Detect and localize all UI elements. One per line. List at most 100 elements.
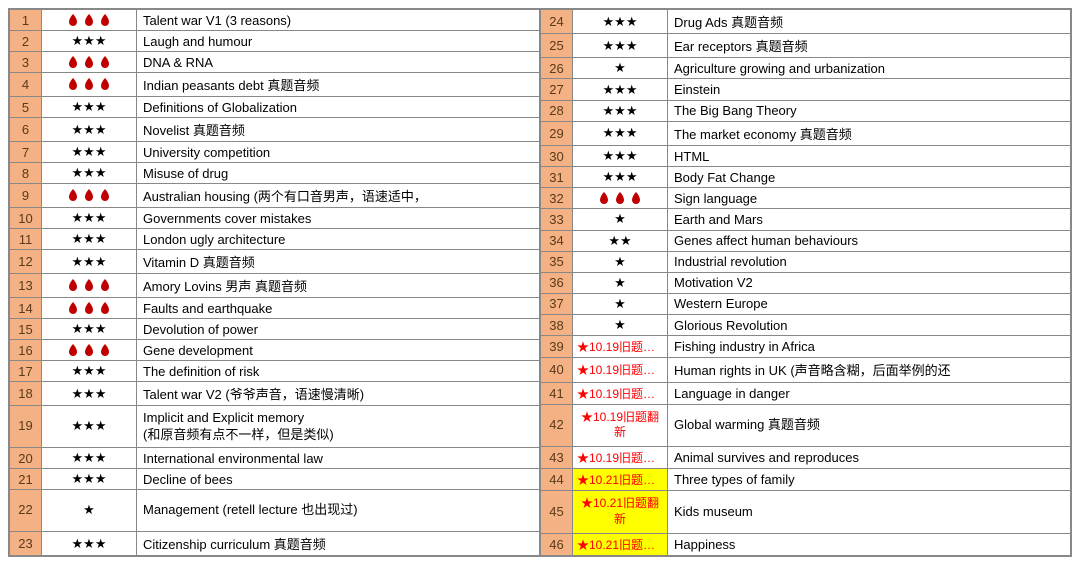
table-row: 46★10.21旧题翻新Happiness [541,533,1071,555]
row-number: 38 [541,315,573,336]
topic-cell: International environmental law [137,448,540,469]
table-row: 6★★★Novelist 真题音频 [10,118,540,142]
table-row: 42★10.19旧题翻新Global warming 真题音频 [541,404,1071,446]
row-number: 14 [10,298,42,319]
row-number: 1 [10,10,42,31]
star-rating: ★★★ [573,100,668,121]
star-rating: ★★★ [42,382,137,406]
table-row: 20★★★International environmental law [10,448,540,469]
row-number: 33 [541,209,573,230]
table-row: 41★10.19旧题翻新Language in danger [541,382,1071,404]
row-number: 34 [541,230,573,251]
row-number: 8 [10,163,42,184]
row-number: 28 [541,100,573,121]
table-row: 15★★★Devolution of power [10,319,540,340]
row-number: 19 [10,406,42,448]
star-rating: ★★ [573,230,668,251]
fire-icon [42,73,137,97]
table-row: 5★★★Definitions of Globalization [10,97,540,118]
table-row: 10★★★Governments cover mistakes [10,208,540,229]
table-row: 43★10.19旧题翻新Animal survives and reproduc… [541,446,1071,468]
update-tag: ★10.19旧题翻新 [573,382,668,404]
table-row: 32 Sign language [541,188,1071,209]
topic-cell: Genes affect human behaviours [668,230,1071,251]
row-number: 43 [541,446,573,468]
table-row: 35★Industrial revolution [541,251,1071,272]
topic-cell: Einstein [668,79,1071,100]
row-number: 41 [541,382,573,404]
topic-cell: Definitions of Globalization [137,97,540,118]
row-number: 21 [10,469,42,490]
topic-cell: Devolution of power [137,319,540,340]
star-rating: ★ [573,315,668,336]
star-rating: ★★★ [42,208,137,229]
table-row: 8★★★Misuse of drug [10,163,540,184]
table-row: 4 Indian peasants debt 真题音频 [10,73,540,97]
star-rating: ★★★ [42,163,137,184]
star-rating: ★★★ [573,167,668,188]
topic-cell: Indian peasants debt 真题音频 [137,73,540,97]
table-row: 2★★★Laugh and humour [10,31,540,52]
update-tag: ★10.19旧题翻新 [573,336,668,358]
row-number: 25 [541,34,573,58]
star-rating: ★★★ [573,79,668,100]
table-row: 16 Gene development [10,340,540,361]
topic-cell: Ear receptors 真题音频 [668,34,1071,58]
row-number: 26 [541,58,573,79]
row-number: 22 [10,490,42,532]
table-row: 28★★★The Big Bang Theory [541,100,1071,121]
topic-cell: Laugh and humour [137,31,540,52]
row-number: 17 [10,361,42,382]
row-number: 42 [541,404,573,446]
row-number: 10 [10,208,42,229]
star-rating: ★ [573,251,668,272]
table-row: 25★★★Ear receptors 真题音频 [541,34,1071,58]
fire-icon [42,298,137,319]
row-number: 35 [541,251,573,272]
topic-cell: University competition [137,142,540,163]
topic-cell: Animal survives and reproduces [668,446,1071,468]
star-rating: ★★★ [573,121,668,145]
topic-cell: Implicit and Explicit memory(和原音频有点不一样，但… [137,406,540,448]
topic-cell: Three types of family [668,469,1071,491]
star-rating: ★ [573,272,668,293]
table-row: 18★★★Talent war V2 (爷爷声音，语速慢清晰) [10,382,540,406]
topic-cell: Decline of bees [137,469,540,490]
table-row: 36★Motivation V2 [541,272,1071,293]
topic-cell: Fishing industry in Africa [668,336,1071,358]
row-number: 5 [10,97,42,118]
topic-cell: Agriculture growing and urbanization [668,58,1071,79]
table-row: 33★Earth and Mars [541,209,1071,230]
topic-cell: Drug Ads 真题音频 [668,10,1071,34]
row-number: 2 [10,31,42,52]
table-row: 13 Amory Lovins 男声 真题音频 [10,274,540,298]
topic-cell: Industrial revolution [668,251,1071,272]
topic-cell: The market economy 真题音频 [668,121,1071,145]
row-number: 3 [10,52,42,73]
row-number: 30 [541,145,573,166]
topic-cell: Human rights in UK (声音略含糊，后面举例的还 [668,358,1071,382]
star-rating: ★ [573,209,668,230]
table-row: 14 Faults and earthquake [10,298,540,319]
row-number: 24 [541,10,573,34]
row-number: 12 [10,250,42,274]
row-number: 44 [541,469,573,491]
star-rating: ★★★ [42,97,137,118]
topic-cell: Novelist 真题音频 [137,118,540,142]
table-row: 44★10.21旧题翻新Three types of family [541,469,1071,491]
topic-cell: Governments cover mistakes [137,208,540,229]
table-row: 45★10.21旧题翻新Kids museum [541,491,1071,533]
topic-cell: Talent war V2 (爷爷声音，语速慢清晰) [137,382,540,406]
star-rating: ★★★ [573,34,668,58]
topic-cell: Western Europe [668,293,1071,314]
table-row: 17★★★The definition of risk [10,361,540,382]
star-rating: ★ [42,490,137,532]
fire-icon [42,274,137,298]
topic-cell: Australian housing (两个有口音男声，语速适中， [137,184,540,208]
row-number: 16 [10,340,42,361]
topic-cell: London ugly architecture [137,229,540,250]
table-row: 12★★★Vitamin D 真题音频 [10,250,540,274]
table-row: 30★★★HTML [541,145,1071,166]
topic-cell: Management (retell lecture 也出现过) [137,490,540,532]
row-number: 31 [541,167,573,188]
